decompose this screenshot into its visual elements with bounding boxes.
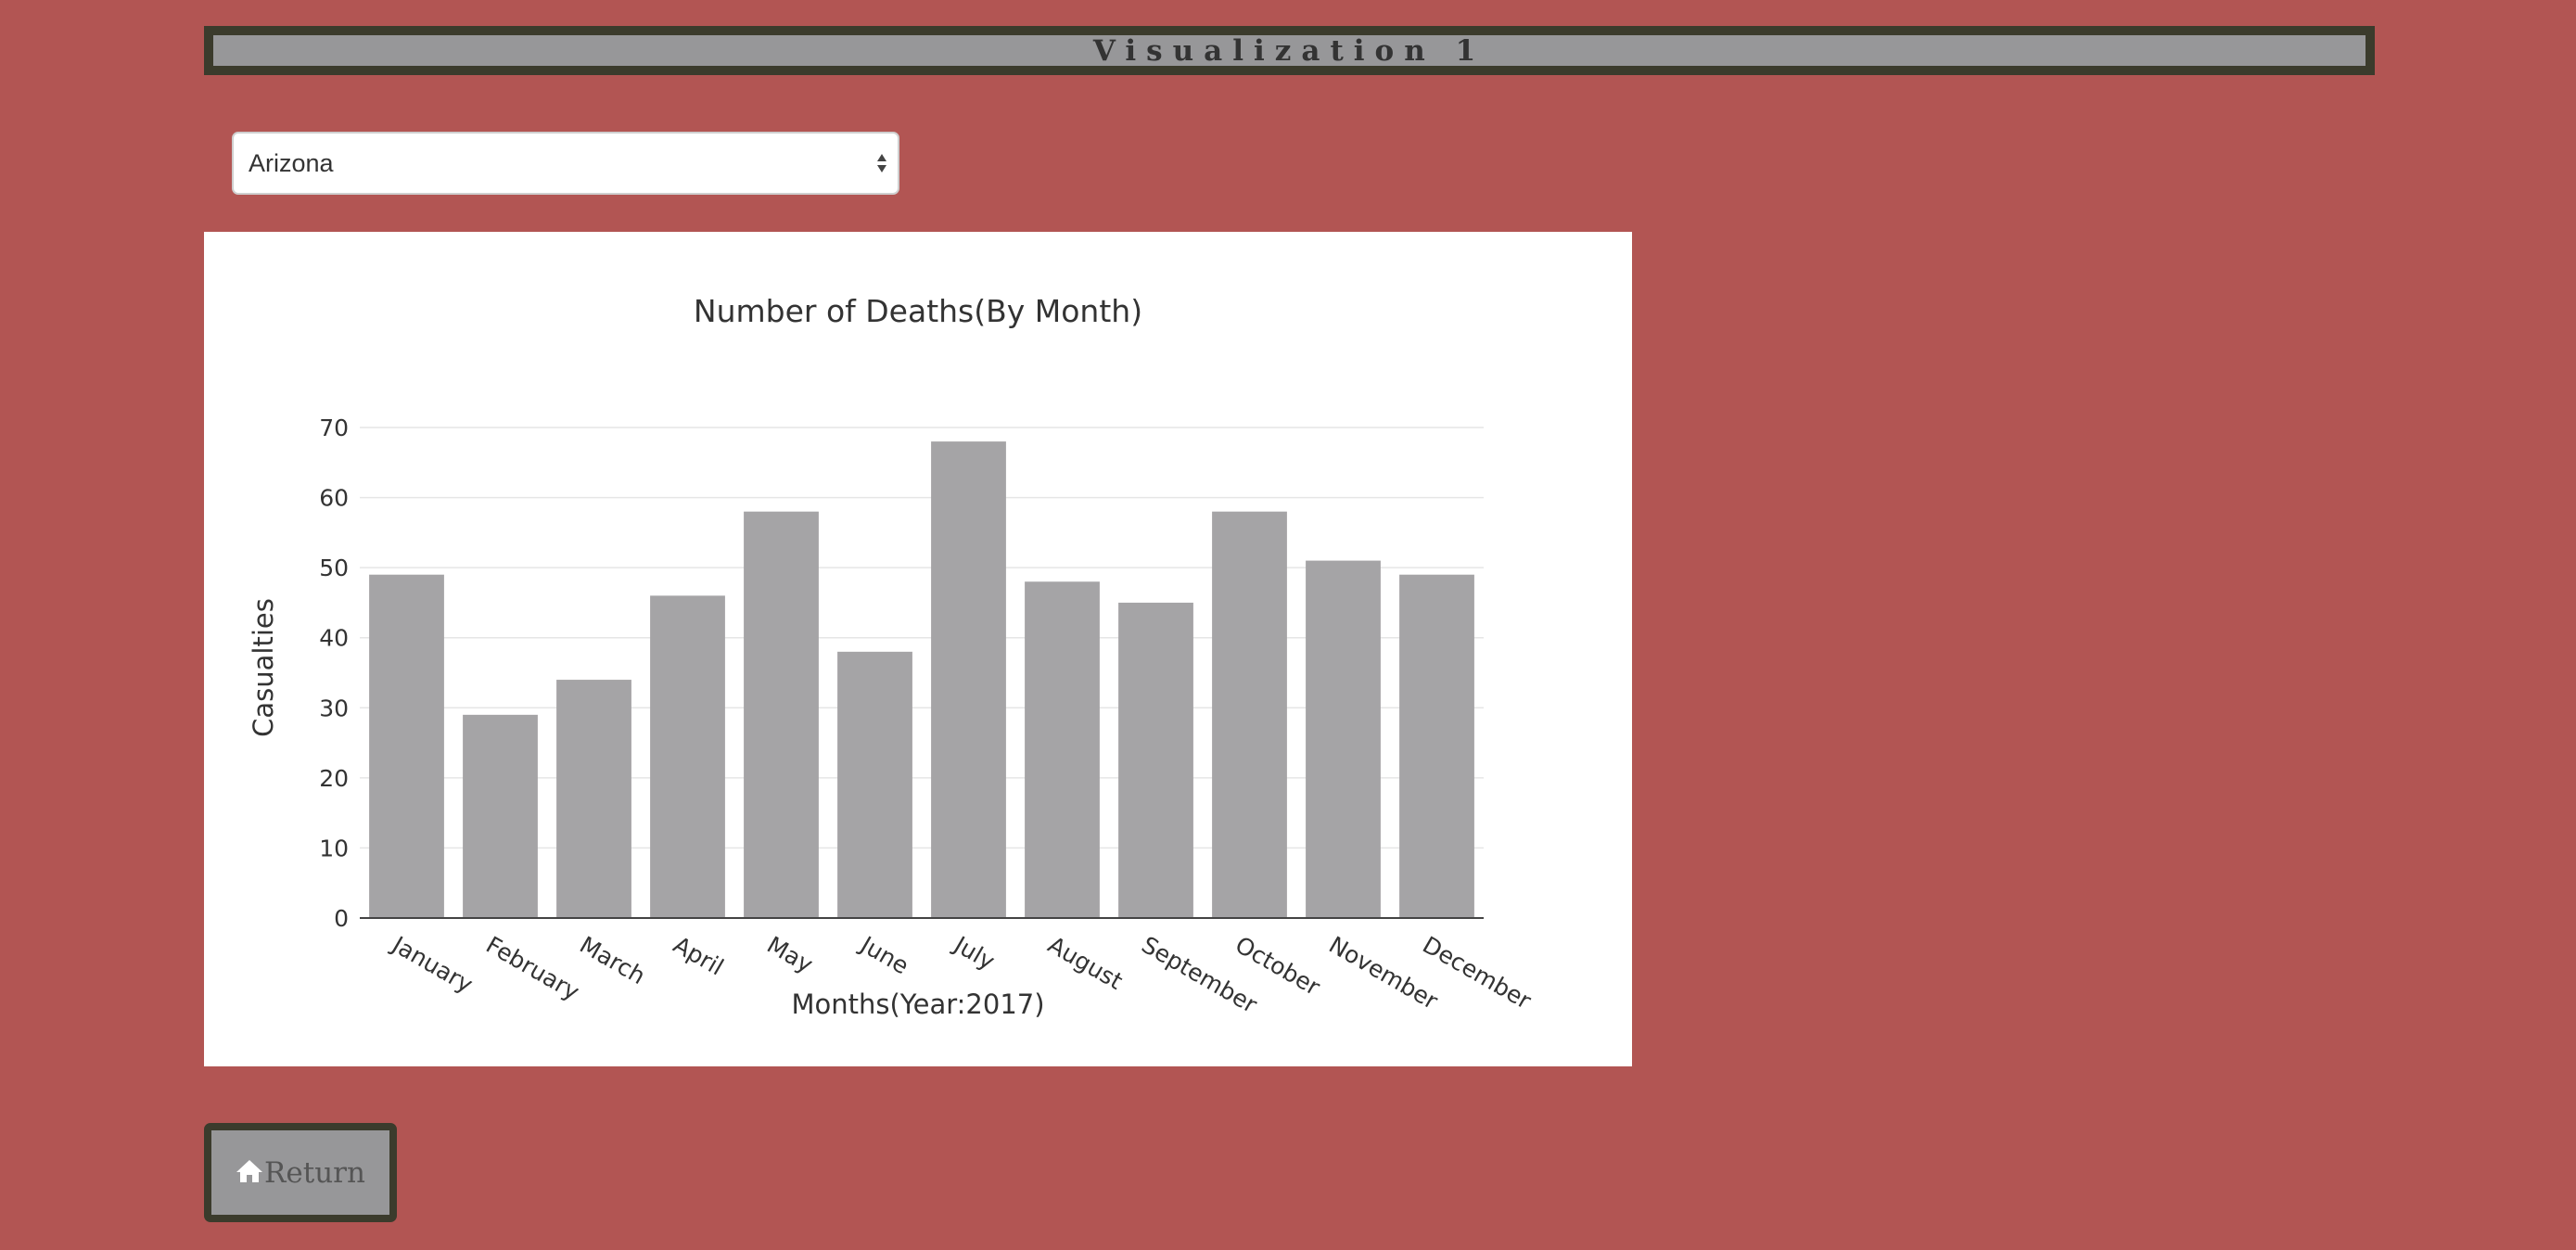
home-icon — [236, 1159, 263, 1182]
y-axis-title: Casualties — [248, 598, 279, 737]
x-tick-label: June — [855, 930, 913, 979]
y-tick-labels: 0 10 20 30 40 50 60 70 — [319, 415, 349, 932]
y-tick-label: 70 — [319, 415, 349, 441]
y-tick-label: 60 — [319, 485, 349, 512]
x-axis-title: Months(Year:2017) — [791, 989, 1044, 1020]
x-tick-label: April — [669, 931, 728, 981]
bar-september[interactable] — [1118, 602, 1193, 918]
y-tick-label: 20 — [319, 765, 349, 792]
return-label: Return — [264, 1155, 365, 1190]
y-tick-label: 0 — [334, 905, 349, 932]
bar-march[interactable] — [556, 680, 631, 918]
bars — [369, 441, 1474, 919]
y-tick-label: 30 — [319, 695, 349, 721]
bar-june[interactable] — [837, 651, 912, 918]
state-select[interactable]: Arizona — [232, 132, 899, 195]
x-tick-label: March — [575, 931, 650, 989]
return-button[interactable]: Return — [204, 1123, 397, 1222]
bar-april[interactable] — [650, 595, 725, 918]
bar-december[interactable] — [1399, 574, 1474, 918]
x-tick-label: August — [1043, 931, 1127, 995]
select-arrows-icon — [877, 154, 886, 172]
chart-panel: 0 10 20 30 40 50 60 70 January February March Apri… — [204, 232, 1632, 1066]
x-tick-label: February — [481, 931, 584, 1006]
x-tick-label: January — [387, 930, 478, 999]
page-header: Visualization 1 — [204, 26, 2375, 75]
y-tick-label: 50 — [319, 555, 349, 581]
bar-january[interactable] — [369, 574, 444, 918]
bar-october[interactable] — [1212, 511, 1287, 918]
y-tick-label: 40 — [319, 625, 349, 652]
bar-november[interactable] — [1306, 560, 1381, 918]
state-select-value: Arizona — [249, 148, 334, 177]
bar-may[interactable] — [744, 511, 819, 918]
bar-august[interactable] — [1025, 581, 1100, 918]
x-tick-label: May — [762, 931, 817, 978]
y-tick-label: 10 — [319, 835, 349, 861]
bar-july[interactable] — [931, 441, 1006, 919]
page-title: Visualization 1 — [1092, 33, 1486, 68]
chart-title: Number of Deaths(By Month) — [694, 293, 1142, 329]
grid-lines — [360, 427, 1484, 849]
bar-february[interactable] — [463, 714, 538, 918]
x-tick-label: July — [949, 930, 1000, 976]
